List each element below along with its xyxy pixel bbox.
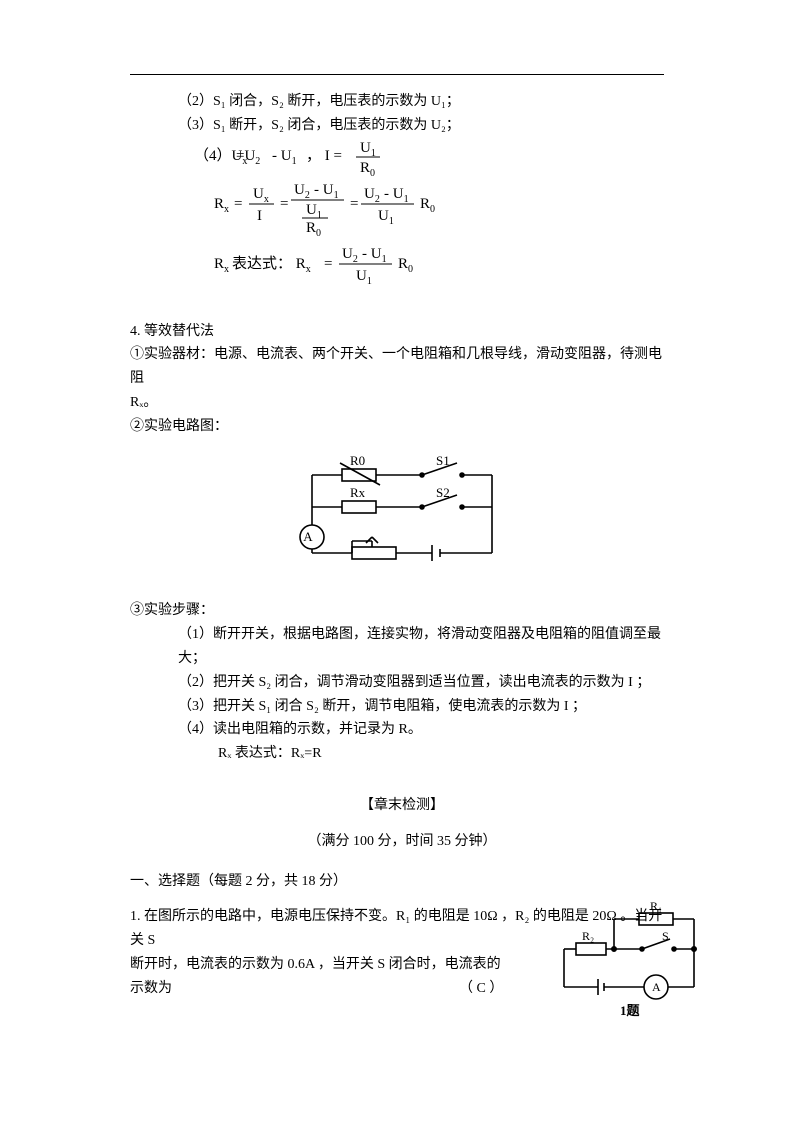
svg-text:U2: U2: [342, 246, 358, 265]
step-2-line: （2）S₁ 闭合，S₂ 断开，电压表的示数为 U₁；: [130, 90, 674, 114]
svg-text:Rx: Rx: [350, 485, 366, 500]
svg-text:U2: U2: [364, 186, 380, 205]
svg-text:- U1: - U1: [314, 182, 339, 201]
chapter-test-sub: （满分 100 分，时间 35 分钟）: [130, 830, 674, 854]
svg-text:表达式： Rx: 表达式： Rx: [232, 255, 311, 275]
question-1: 1. 在图所示的电路中，电源电压保持不变。R₁ 的电阻是 10Ω ，R₂ 的电阻…: [130, 905, 674, 1000]
sec4-line2: ②实验电路图：: [130, 415, 674, 439]
step-1: （1）断开开关，根据电路图，连接实物，将滑动变阻器及电阻箱的阻值调至最大；: [130, 623, 674, 671]
q1-prefix: 示数为: [130, 981, 172, 996]
svg-text:S1: S1: [436, 453, 450, 468]
svg-text:=: =: [324, 256, 332, 272]
svg-text:Rx: Rx: [214, 256, 229, 275]
step-3: （3）把开关 S₁ 闭合 S₂ 断开，调节电阻箱，使电流表的示数为 I ；: [130, 695, 674, 719]
svg-text:=U2: =U2: [236, 148, 260, 167]
svg-text:Rx: Rx: [214, 196, 229, 215]
part1-title: 一、选择题（每题 2 分，共 18 分）: [130, 870, 674, 894]
svg-text:U1: U1: [356, 268, 372, 287]
svg-text:R0: R0: [360, 160, 375, 179]
svg-text:I: I: [257, 208, 262, 224]
svg-text:R0: R0: [398, 256, 413, 275]
top-rule: [130, 74, 664, 75]
step-5: Rₓ 表达式：Rₓ=R: [130, 742, 674, 766]
circuit-diagram: R0 S1 Rx S2 A: [130, 445, 674, 594]
svg-text:S: S: [662, 929, 669, 943]
svg-text:R0: R0: [420, 196, 435, 215]
step-2: （2）把开关 S₂ 闭合，调节滑动变阻器到适当位置，读出电流表的示数为 I ；: [130, 671, 674, 695]
svg-text:R₁: R₁: [650, 899, 662, 913]
svg-text:=: =: [280, 196, 288, 212]
svg-text:- U1: - U1: [362, 246, 387, 265]
svg-text:- U1: - U1: [384, 186, 409, 205]
svg-text:U1: U1: [360, 142, 376, 159]
page: （2）S₁ 闭合，S₂ 断开，电压表的示数为 U₁； （3）S₁ 断开，S₂ 闭…: [0, 0, 794, 1123]
svg-text:U2: U2: [294, 182, 310, 201]
q1-circuit-diagram: R₁ R₂ S A 1题: [544, 899, 714, 1028]
svg-text:R0: R0: [306, 220, 321, 239]
sec4-line3: ③实验步骤：: [130, 599, 674, 623]
svg-text:A: A: [652, 980, 661, 994]
sec4-line1: ①实验器材：电源、电流表、两个开关、一个电阻箱和几根导线，滑动变阻器，待测电阻: [130, 343, 674, 391]
svg-text:=: =: [350, 196, 358, 212]
svg-text:Ux: Ux: [253, 186, 269, 205]
formula-block: （4）Ux =U2 - U1 ， I = U1 R0 Rx = Ux I = U…: [194, 142, 674, 292]
chapter-test-title: 【章末检测】: [130, 794, 674, 818]
svg-text:R0: R0: [350, 453, 365, 468]
svg-text:， I =: ， I =: [306, 148, 342, 164]
sec4-title: 4. 等效替代法: [130, 320, 674, 344]
svg-text:1题: 1题: [620, 1003, 641, 1018]
svg-text:R₂: R₂: [582, 929, 594, 943]
step-4: （4）读出电阻箱的示数，并记录为 R。: [130, 718, 674, 742]
svg-text:S2: S2: [436, 485, 450, 500]
svg-text:=: =: [234, 196, 242, 212]
svg-text:- U1: - U1: [272, 148, 297, 167]
svg-text:U1: U1: [378, 208, 394, 227]
sec4-line1b: Rₓ。: [130, 391, 674, 415]
svg-text:A: A: [303, 529, 313, 544]
q1-answer: （ C ）: [459, 981, 503, 996]
step-3-line: （3）S₁ 断开，S₂ 闭合，电压表的示数为 U₂；: [130, 114, 674, 138]
